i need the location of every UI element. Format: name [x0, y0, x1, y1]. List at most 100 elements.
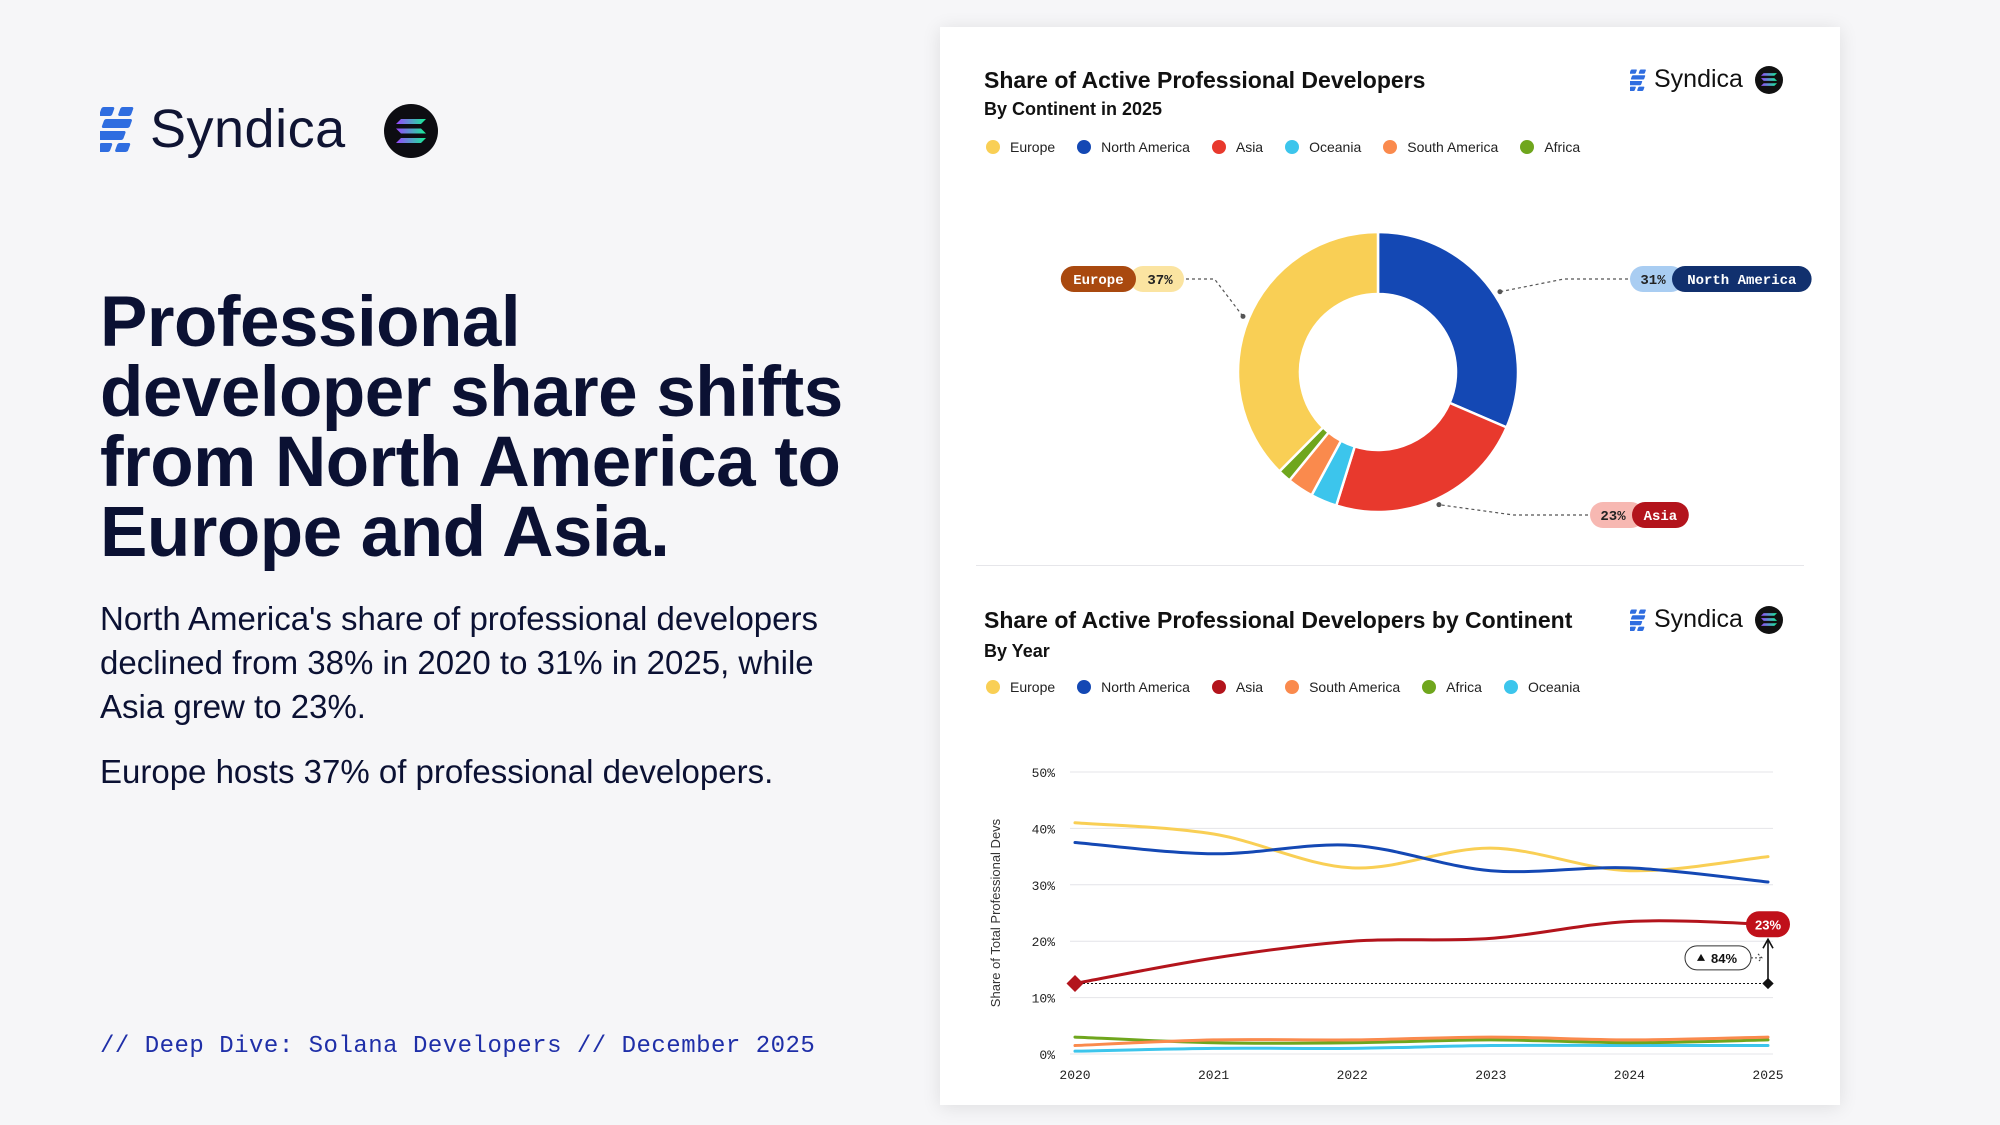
growth-arrow-head [1762, 937, 1774, 949]
syndica-logo-icon [1630, 69, 1646, 91]
x-tick-label: 2021 [1198, 1068, 1229, 1083]
legend-swatch [986, 680, 1000, 694]
y-tick-label: 10% [1032, 992, 1056, 1007]
donut-legend-asia: Asia [1211, 139, 1264, 155]
line-legend-africa: Africa [1422, 679, 1482, 695]
line-chart-title: Share of Active Professional Developers … [984, 607, 1573, 633]
callout-name-label: Europe [1073, 273, 1123, 289]
donut-chart: Europe 37% North America 31% Asia 23% [1060, 230, 1812, 528]
legend-swatch [1211, 680, 1226, 694]
donut-chart-title: Share of Active Professional Developers [984, 67, 1426, 93]
brand: Syndica [100, 102, 346, 156]
line-series-oceania [1073, 1043, 1770, 1053]
line-brand-name: Syndica [1654, 605, 1743, 633]
callout-pct-label: 31% [1640, 273, 1666, 289]
donut-legend: Europe North America Asia Oceania South Amer… [986, 139, 1602, 155]
callout-name-label: North America [1687, 273, 1797, 289]
asia-baseline-end-marker [1762, 977, 1774, 990]
callout-leader-line [1499, 278, 1628, 293]
footer-note: // Deep Dive: Solana Developers // Decem… [100, 1033, 816, 1060]
legend-label: Europe [1010, 139, 1056, 155]
legend-label: Africa [1446, 679, 1482, 695]
line-legend-south-america: South America [1285, 679, 1400, 695]
y-tick-label: 0% [1039, 1048, 1055, 1063]
x-tick-label: 2025 [1752, 1068, 1783, 1083]
summary-paragraph: North America's share of professional de… [100, 600, 818, 725]
callout-arrow-tip [1436, 502, 1442, 508]
y-tick-label: 40% [1032, 822, 1056, 837]
solana-logo-icon [1754, 65, 1783, 94]
callout-pct-label: 23% [1600, 509, 1626, 525]
charts-card: Share of Active Professional Developers … [940, 27, 1840, 1105]
donut-legend-south-america: South America [1383, 139, 1498, 155]
callout-name-pill [1632, 502, 1689, 528]
donut-legend-north-america: North America [1077, 139, 1190, 155]
europe-paragraph: Europe hosts 37% of professional develop… [100, 753, 774, 790]
syndica-logo-icon [1630, 609, 1646, 631]
callout-arrow-tip [1497, 289, 1503, 295]
line-chart-subtitle: By Year [984, 641, 1050, 661]
callout-pct-pill [1590, 502, 1644, 528]
brand-name: Syndica [150, 99, 346, 159]
donut-brand-name: Syndica [1654, 65, 1743, 93]
legend-swatch [1520, 140, 1535, 154]
legend-swatch [1285, 140, 1300, 154]
y-axis-label: Share of Total Professional Devs [988, 818, 1003, 1007]
legend-label: Europe [1010, 679, 1056, 695]
callout-name-pill [1060, 266, 1136, 292]
growth-connector [1751, 953, 1763, 963]
donut-callout-north-america: North America 31% [1497, 266, 1812, 295]
divider [976, 565, 1804, 566]
donut-callout-asia: Asia 23% [1436, 502, 1689, 528]
legend-label: North America [1101, 679, 1190, 695]
line-series-europe [1073, 821, 1770, 873]
legend-swatch [1422, 680, 1437, 694]
solana-logo-icon [1754, 605, 1783, 634]
donut-slice-asia [1334, 401, 1509, 514]
donut-chart-subtitle: By Continent in 2025 [984, 99, 1163, 119]
line-legend: Europe North America Asia South America Afri… [986, 679, 1602, 695]
line-chart: 0% 10% 20% 30% 40% 50% 2020 2021 2022 2023 2024 202… [988, 766, 1790, 1083]
y-tick-label: 20% [1032, 935, 1056, 950]
donut-slice-north-america [1376, 230, 1520, 430]
line-series-africa [1073, 1035, 1770, 1045]
legend-label: Asia [1235, 679, 1264, 695]
legend-label: Africa [1544, 139, 1581, 155]
line-legend-asia: Asia [1211, 679, 1264, 695]
x-tick-label: 2022 [1337, 1068, 1368, 1083]
asia-start-marker [1066, 975, 1084, 992]
line-series-north-america [1073, 841, 1770, 884]
line-legend-oceania: Oceania [1503, 679, 1580, 695]
line-series-south-america [1073, 1035, 1770, 1048]
legend-label: North America [1101, 139, 1190, 155]
callout-pct-pill [1130, 266, 1184, 292]
callout-name-pill [1672, 266, 1812, 292]
growth-label: 84% [1711, 951, 1737, 966]
callout-pct-label: 37% [1147, 273, 1173, 289]
legend-swatch [1383, 140, 1398, 154]
donut-brand: Syndica [1630, 65, 1783, 94]
line-brand: Syndica [1630, 605, 1783, 634]
legend-label: South America [1309, 679, 1401, 695]
line-series-asia [1073, 919, 1770, 985]
donut-callout-europe: Europe 37% [1060, 266, 1246, 319]
callout-pct-pill [1630, 266, 1684, 292]
donut-legend-oceania: Oceania [1285, 139, 1361, 155]
legend-swatch [986, 140, 1000, 154]
legend-swatch [1077, 140, 1092, 154]
x-tick-label: 2023 [1475, 1068, 1506, 1083]
callout-leader-line [1438, 504, 1588, 516]
legend-swatch [1285, 680, 1300, 694]
line-legend-europe: Europe [986, 679, 1055, 695]
x-tick-label: 2024 [1614, 1068, 1645, 1083]
donut-legend-europe: Europe [986, 139, 1055, 155]
y-tick-label: 50% [1032, 766, 1056, 781]
legend-label: Asia [1235, 139, 1264, 155]
donut-legend-africa: Africa [1520, 139, 1580, 155]
asia-end-pill [1746, 911, 1790, 938]
solana-logo-icon [384, 104, 438, 158]
page-headline: Professional developer share shifts from… [100, 283, 843, 572]
syndica-logo-icon [100, 107, 134, 152]
line-legend-north-america: North America [1077, 679, 1190, 695]
asia-end-label: 23% [1755, 917, 1781, 932]
